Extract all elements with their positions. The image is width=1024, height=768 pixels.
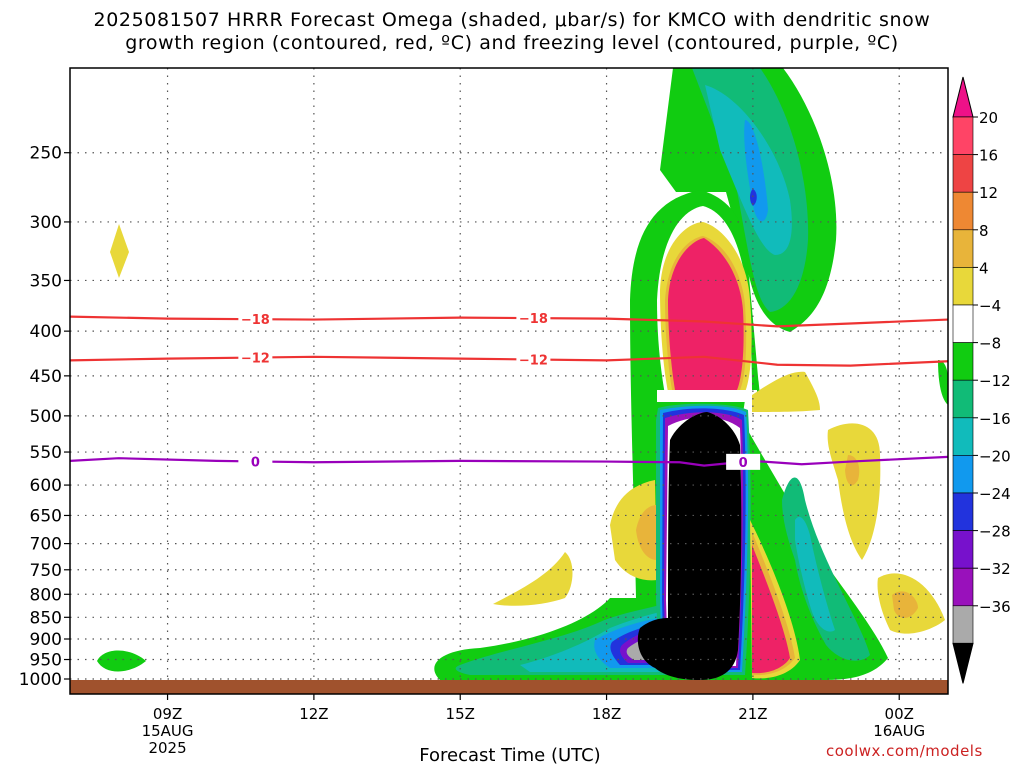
y-tick-label: 450: [30, 367, 62, 387]
colorbar-swatch: [952, 530, 974, 569]
y-tick-label: 950: [30, 651, 62, 671]
contour-label-bg: [516, 310, 551, 327]
omega-area-black-core: [637, 412, 742, 680]
x-axis-label: Forecast Time (UTC): [419, 745, 601, 766]
y-tick-label: 400: [30, 322, 62, 342]
y-tick-label: 750: [30, 561, 62, 581]
y-axis: 2503003504004505005506006507007508008509…: [19, 144, 70, 690]
colorbar-label: −20: [979, 447, 1011, 465]
y-tick-label: 250: [30, 144, 62, 164]
contour-line: [69, 455, 949, 467]
y-tick-label: 700: [30, 535, 62, 555]
x-tick-label: 00Z: [885, 705, 914, 723]
omega-area-pink-upper-updraft: [668, 238, 744, 390]
contour-label: −12: [241, 352, 270, 367]
colorbar-swatch: [952, 417, 974, 456]
x-tick-label: 12Z: [299, 705, 328, 723]
omega-area-cyan-right: [795, 516, 835, 632]
colorbar-label: 4: [979, 259, 989, 277]
contour-line: [69, 355, 949, 367]
contour-label-bg: [238, 311, 273, 328]
colorbar-label: 20: [979, 109, 998, 127]
omega-gap-white: [657, 390, 757, 402]
x-tick-label: 21Z: [738, 705, 767, 723]
contour-label-bg: [238, 349, 273, 366]
colorbar-label: −16: [979, 410, 1011, 428]
temperature-contours: −18 −18 −12 −12 0 0: [69, 310, 949, 471]
y-tick-label: 350: [30, 271, 62, 291]
colorbar-label: −32: [979, 560, 1011, 578]
omega-area-green-right-tail: [938, 360, 948, 405]
colorbar-top-arrow: [952, 76, 974, 118]
chart-title-line-2: growth region (contoured, red, ºC) and f…: [125, 32, 899, 54]
omega-area-yellow-low-left: [493, 552, 573, 606]
credit-text: coolwx.com/models: [826, 742, 983, 760]
contour-label: 0: [739, 456, 748, 471]
colorbar-label: 8: [979, 222, 989, 240]
colorbar-swatch: [952, 605, 974, 644]
y-tick-label: 800: [30, 585, 62, 605]
y-tick-label: 850: [30, 608, 62, 628]
omega-area-orange-low-right: [892, 591, 918, 618]
contour-label: −18: [241, 313, 270, 328]
ground-strip: [70, 680, 948, 694]
omega-area-green-left: [97, 650, 146, 672]
x-tick-date: 16AUG: [873, 722, 925, 740]
colorbar-bottom-arrow: [952, 642, 974, 684]
colorbar-label: −12: [979, 372, 1011, 390]
omega-area-indigo-upper: [750, 189, 757, 206]
contour-label-bg: [238, 453, 273, 470]
y-tick-label: 600: [30, 476, 62, 496]
omega-area-pink-right-updraft: [752, 545, 790, 674]
y-tick-label: 300: [30, 213, 62, 233]
y-tick-label: 1000: [19, 670, 62, 690]
colorbar-swatch: [952, 455, 974, 494]
y-tick-label: 550: [30, 443, 62, 463]
colorbar-label: −36: [979, 598, 1011, 616]
colorbar-legend: 20 16 12 8 4 −4 −8 −12 −16 −20 −24 −28 −32 −36: [952, 76, 1011, 684]
colorbar-swatch: [952, 492, 974, 531]
colorbar-label: 12: [979, 184, 998, 202]
chart-title-line-1: 2025081507 HRRR Forecast Omega (shaded, …: [93, 9, 931, 31]
contour-label-bg: [726, 453, 761, 470]
x-tick-label: 18Z: [592, 705, 621, 723]
colorbar-swatch: [952, 379, 974, 419]
colorbar-swatch: [952, 116, 974, 155]
colorbar-label: −4: [979, 297, 1001, 315]
contour-label: −12: [519, 353, 548, 368]
x-tick-label: 15Z: [446, 705, 475, 723]
x-tick-date: 15AUG: [142, 722, 194, 740]
omega-area-yellow-far-right: [827, 423, 881, 560]
colorbar-swatch: [952, 342, 974, 381]
omega-area-blue-upper: [744, 120, 768, 222]
omega-area-orange-mid-left: [636, 505, 657, 560]
contour-label-bg: [516, 351, 551, 368]
colorbar-swatch: [952, 304, 974, 343]
x-tick-year: 2025: [148, 739, 186, 757]
colorbar-label: 16: [979, 147, 998, 165]
colorbar-swatch: [952, 191, 974, 231]
colorbar-swatch: [952, 154, 974, 193]
omega-area-yellow-left: [110, 224, 129, 278]
colorbar-swatch: [952, 267, 974, 306]
colorbar-label: −8: [979, 335, 1001, 353]
colorbar-swatch: [952, 229, 974, 268]
contour-label: 0: [251, 455, 260, 470]
y-tick-label: 650: [30, 506, 62, 526]
y-tick-label: 900: [30, 630, 62, 650]
x-tick-label: 09Z: [153, 705, 182, 723]
colorbar-label: −24: [979, 485, 1011, 503]
plot-border: [69, 67, 949, 695]
colorbar-label: −28: [979, 523, 1011, 541]
contour-label: −18: [519, 312, 548, 327]
omega-area-yellow-mid-left: [610, 480, 657, 581]
omega-shading: [97, 68, 948, 680]
omega-area-yellow-mid-right: [752, 371, 820, 412]
y-tick-label: 500: [30, 407, 62, 427]
colorbar-swatch: [952, 567, 974, 607]
contour-line: [69, 315, 949, 328]
